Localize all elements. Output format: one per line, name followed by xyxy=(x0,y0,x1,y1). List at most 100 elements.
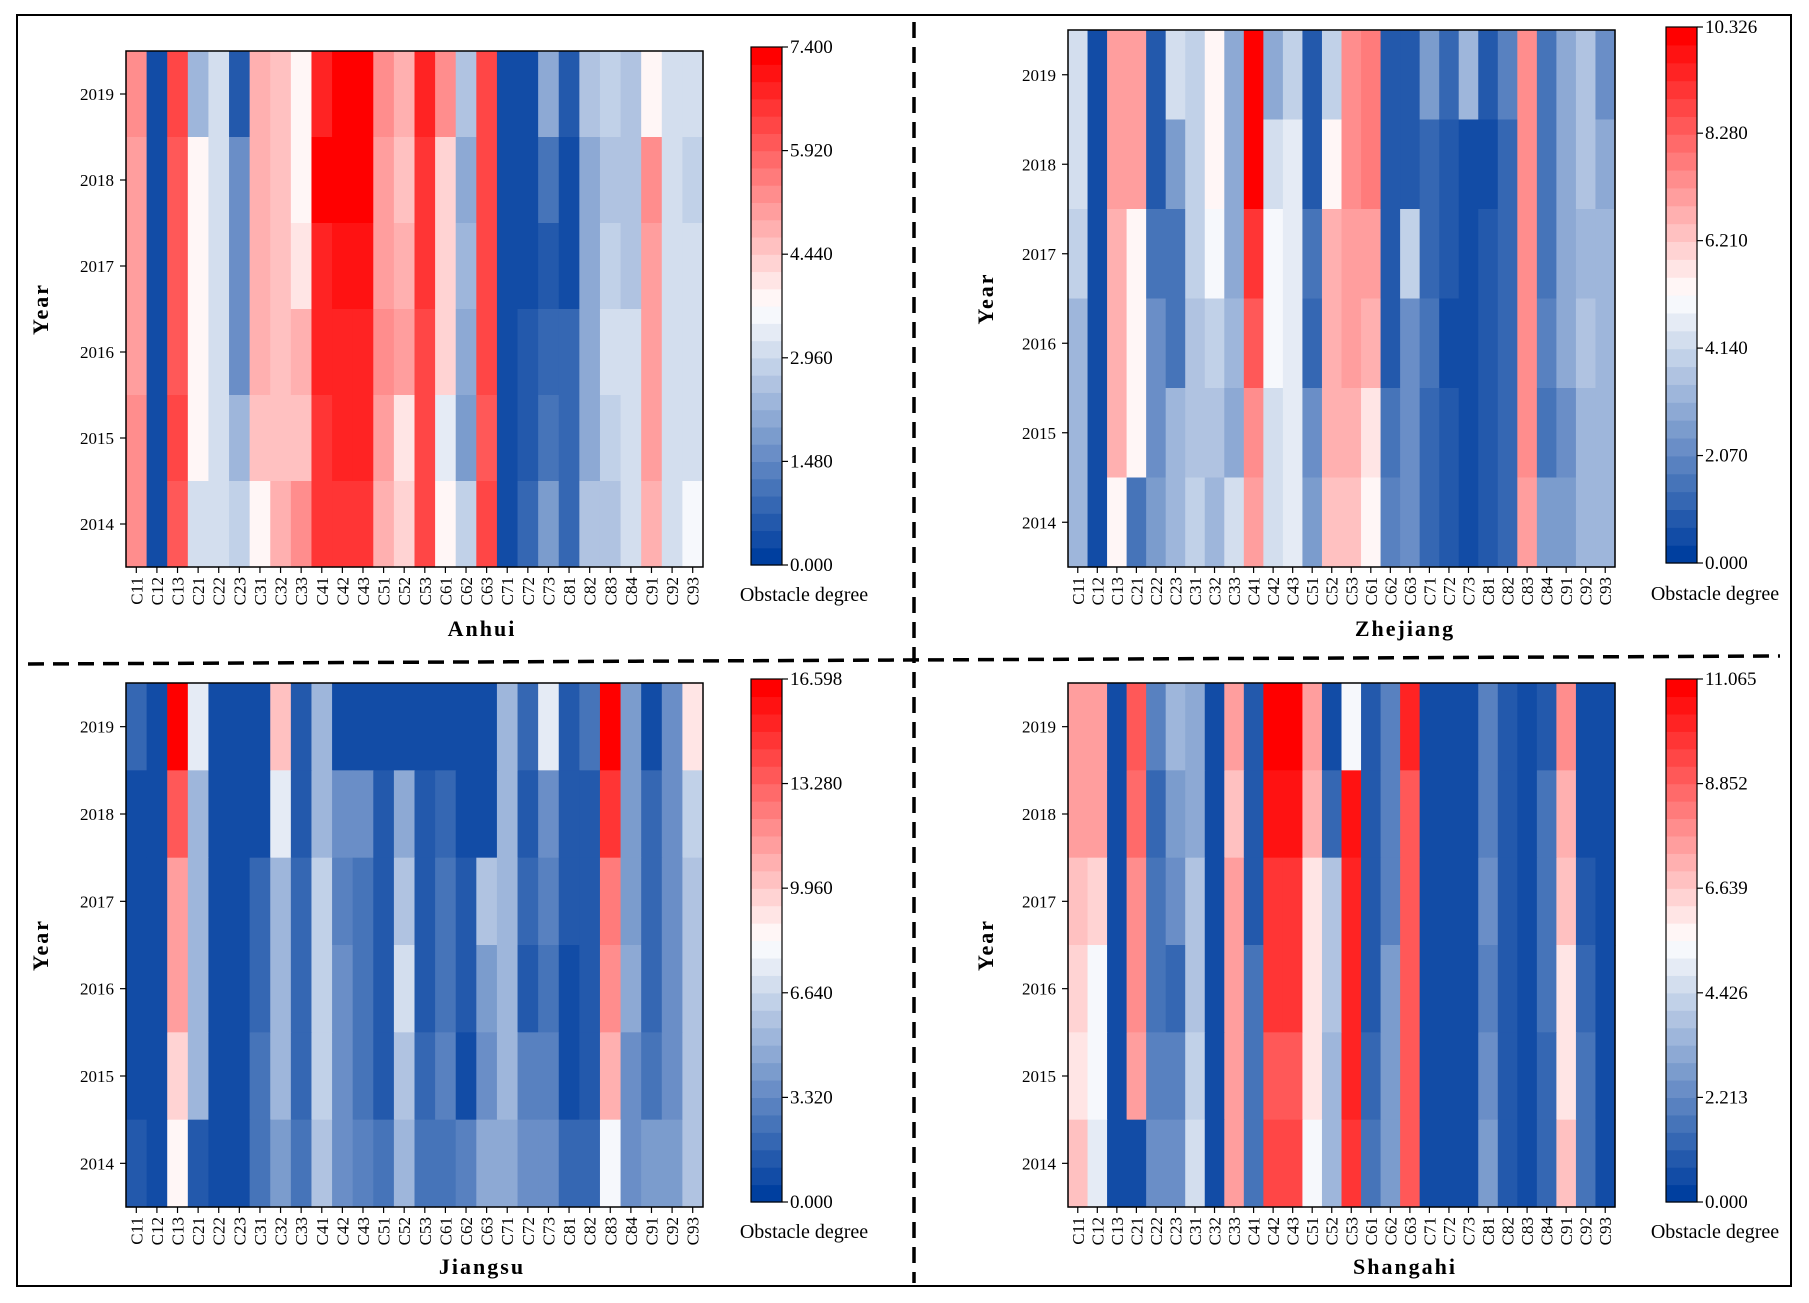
heatmap-cell xyxy=(290,137,313,224)
x-tick-label: C53 xyxy=(416,577,435,605)
plot-border xyxy=(125,682,704,1208)
heatmap-cell xyxy=(311,945,333,1033)
heatmap-cell xyxy=(496,395,519,482)
heatmap-cell xyxy=(435,223,457,310)
heatmap-cell xyxy=(517,683,539,771)
x-tick-label: C84 xyxy=(622,577,641,606)
heatmap-cell xyxy=(393,137,416,224)
heatmap-cell xyxy=(1068,298,1089,389)
heatmap-cell xyxy=(126,309,148,396)
colorbar-band xyxy=(751,513,782,532)
heatmap-cell xyxy=(455,395,477,482)
heatmap-cell xyxy=(414,137,436,224)
heatmap-cell xyxy=(1126,298,1147,389)
x-tick-label: C63 xyxy=(1401,1217,1420,1245)
colorbar-band xyxy=(751,975,782,994)
heatmap-cell xyxy=(1146,770,1167,859)
heatmap-cell xyxy=(1146,477,1167,568)
colorbar-tick-label: 13.280 xyxy=(790,774,842,795)
x-tick-label: C21 xyxy=(1127,577,1146,605)
colorbar-band xyxy=(751,306,782,324)
colorbar-band xyxy=(1666,1184,1697,1203)
colorbar-band xyxy=(751,133,782,152)
heatmap-cell xyxy=(332,137,354,224)
colorbar-tick-label: 8.852 xyxy=(1705,774,1748,795)
heatmap-cell xyxy=(599,1119,622,1208)
heatmap-cell xyxy=(414,481,436,568)
heatmap-cell xyxy=(1439,857,1460,946)
heatmap-cell xyxy=(187,481,210,568)
heatmap-cell xyxy=(270,137,292,224)
heatmap-cell xyxy=(249,51,271,138)
colorbar-band xyxy=(751,254,782,273)
x-tick-label: C31 xyxy=(251,1217,270,1245)
heatmap-cell xyxy=(126,223,148,310)
heatmap-cell xyxy=(1068,477,1089,568)
colorbar-band xyxy=(1666,870,1697,889)
colorbar-tick-label: 6.210 xyxy=(1705,231,1748,252)
heatmap-cell xyxy=(1439,298,1460,389)
heatmap-cell xyxy=(1575,683,1597,771)
heatmap-cell xyxy=(1556,30,1577,121)
heatmap-cell xyxy=(1517,683,1538,771)
heatmap-cell xyxy=(476,395,498,482)
x-tick-label: C22 xyxy=(1147,1217,1166,1245)
heatmap-cell xyxy=(1107,683,1128,771)
heatmap-cell xyxy=(517,395,539,482)
heatmap-cell xyxy=(1068,683,1089,771)
heatmap-cell xyxy=(373,137,395,224)
heatmap-panel-zhejiang: 2019 2018 2017 2016 2015 2014 Year C11 C12 C13 C21… xyxy=(973,17,1779,641)
colorbar-band xyxy=(751,271,782,290)
heatmap-cell xyxy=(1302,119,1323,210)
heatmap-cell xyxy=(208,857,230,946)
heatmap-cell xyxy=(1575,770,1597,859)
heatmap-cell xyxy=(620,481,642,568)
heatmap-cell xyxy=(1458,945,1479,1033)
heatmap-cell xyxy=(1302,209,1323,300)
colorbar-band xyxy=(1666,1062,1697,1081)
heatmap-cell xyxy=(1126,30,1147,121)
heatmap-cell xyxy=(332,770,354,859)
heatmap-cell xyxy=(496,51,519,138)
heatmap-cell xyxy=(1165,298,1186,389)
heatmap-cell xyxy=(1146,298,1167,389)
heatmap-cell xyxy=(311,1032,333,1121)
heatmap-cell xyxy=(661,309,683,396)
heatmap-cell xyxy=(311,770,333,859)
heatmap-cell xyxy=(1439,477,1460,568)
colorbar-band xyxy=(1666,187,1697,207)
colorbar-band xyxy=(751,98,782,117)
colorbar-band xyxy=(1666,312,1697,332)
heatmap-cell xyxy=(1341,209,1362,300)
heatmap-cell xyxy=(476,683,498,771)
heatmap-cell xyxy=(1224,683,1245,771)
colorbar-band xyxy=(751,696,782,715)
colorbar-band xyxy=(1666,277,1697,296)
heatmap-cell xyxy=(1185,770,1206,859)
heatmap-cell xyxy=(558,309,580,396)
heatmap-cell xyxy=(1185,477,1206,568)
colorbar-band xyxy=(1666,152,1697,171)
heatmap-cell xyxy=(1575,209,1597,300)
colorbar-band xyxy=(751,236,782,255)
heatmap-cell xyxy=(414,223,436,310)
heatmap-cell xyxy=(249,309,271,396)
heatmap-cell xyxy=(1107,945,1128,1033)
heatmap-cell xyxy=(126,395,148,482)
heatmap-cell xyxy=(146,683,168,771)
heatmap-cell xyxy=(620,770,642,859)
x-tick-label: C93 xyxy=(1596,577,1615,605)
heatmap-cell xyxy=(1595,30,1616,121)
heatmap-cell xyxy=(1419,209,1440,300)
heatmap-cell xyxy=(1243,770,1264,859)
heatmap-cell xyxy=(167,945,189,1033)
heatmap-cell xyxy=(393,223,416,310)
heatmap-cell xyxy=(167,1119,189,1208)
heatmap-cell xyxy=(1263,30,1284,121)
heatmap-cell xyxy=(167,51,189,138)
heatmap-cell xyxy=(270,223,292,310)
colorbar-band xyxy=(1666,330,1697,350)
x-tick-label: C91 xyxy=(642,577,661,605)
heatmap-cell xyxy=(496,137,519,224)
heatmap-cell xyxy=(1146,119,1167,210)
